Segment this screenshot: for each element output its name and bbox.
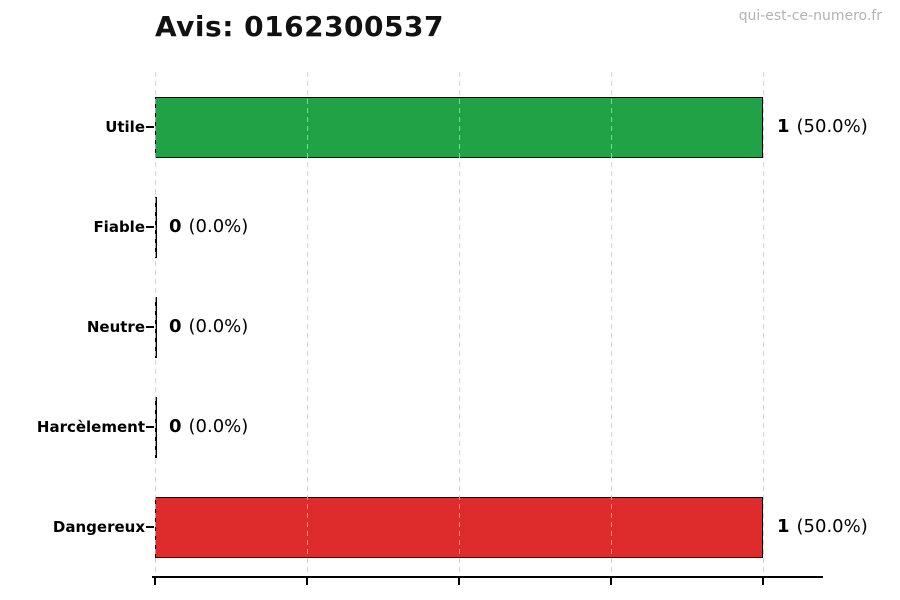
value-count: 0 bbox=[169, 316, 182, 337]
x-axis-tick bbox=[306, 578, 308, 585]
category-label: Fiable bbox=[93, 218, 145, 236]
x-axis-tick bbox=[610, 578, 612, 585]
value-label: 0 (0.0%) bbox=[169, 214, 248, 240]
x-gridline bbox=[307, 72, 308, 577]
x-gridline bbox=[611, 72, 612, 577]
watermark-text: qui-est-ce-numero.fr bbox=[738, 8, 882, 24]
value-percent: (0.0%) bbox=[188, 316, 249, 337]
x-axis-line bbox=[152, 576, 823, 578]
y-axis-tick bbox=[146, 426, 154, 428]
y-axis-tick bbox=[146, 326, 154, 328]
value-count: 1 bbox=[777, 116, 790, 137]
value-count: 1 bbox=[777, 516, 790, 537]
value-label: 0 (0.0%) bbox=[169, 314, 248, 340]
value-label: 1 (50.0%) bbox=[777, 114, 868, 140]
bar-neutre bbox=[155, 297, 157, 358]
value-percent: (0.0%) bbox=[188, 216, 249, 237]
value-count: 0 bbox=[169, 416, 182, 437]
bar-fiable bbox=[155, 197, 157, 258]
y-axis-tick bbox=[146, 226, 154, 228]
value-percent: (50.0%) bbox=[796, 116, 868, 137]
x-axis-tick bbox=[762, 578, 764, 585]
y-axis-tick bbox=[146, 126, 154, 128]
category-label: Neutre bbox=[86, 318, 145, 336]
x-axis-tick bbox=[458, 578, 460, 585]
x-gridline bbox=[763, 72, 764, 577]
value-percent: (0.0%) bbox=[188, 416, 249, 437]
category-label: Utile bbox=[105, 118, 145, 136]
category-label: Harcèlement bbox=[36, 418, 145, 436]
value-label: 1 (50.0%) bbox=[777, 514, 868, 540]
chart-title: Avis: 0162300537 bbox=[155, 10, 444, 43]
value-count: 0 bbox=[169, 216, 182, 237]
value-label: 0 (0.0%) bbox=[169, 414, 248, 440]
y-axis-tick bbox=[146, 526, 154, 528]
x-gridline bbox=[155, 72, 156, 577]
x-gridline bbox=[459, 72, 460, 577]
x-axis-tick bbox=[154, 578, 156, 585]
category-label: Dangereux bbox=[52, 518, 145, 536]
bar-harcèlement bbox=[155, 397, 157, 458]
value-percent: (50.0%) bbox=[796, 516, 868, 537]
